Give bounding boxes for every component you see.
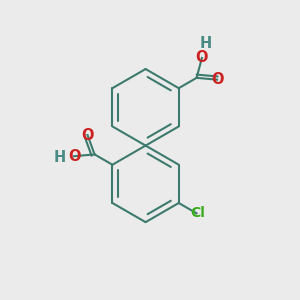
- Text: H: H: [200, 36, 212, 51]
- Text: Cl: Cl: [190, 206, 206, 220]
- Text: O: O: [81, 128, 94, 142]
- Text: O: O: [196, 50, 208, 65]
- Text: O: O: [211, 72, 224, 87]
- Text: O: O: [68, 149, 80, 164]
- Text: H: H: [53, 150, 65, 165]
